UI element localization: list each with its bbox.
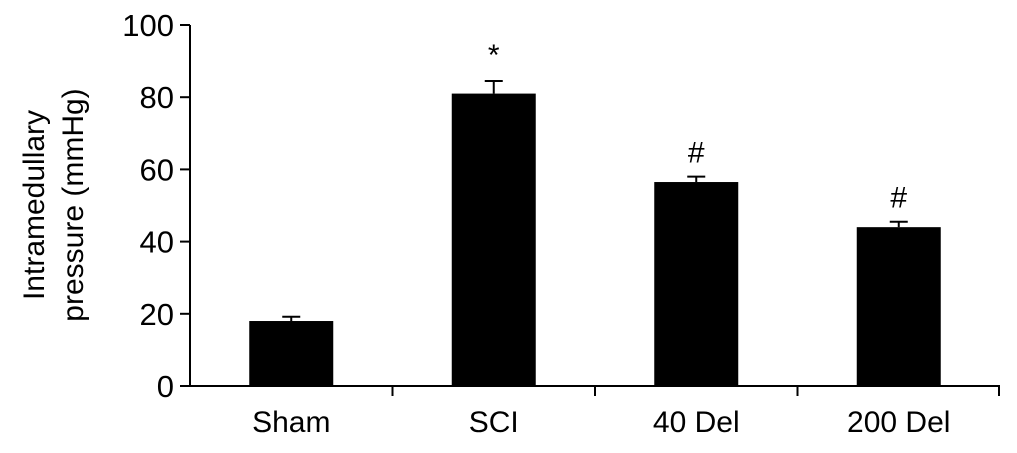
bar [654, 182, 739, 386]
y-tick-label: 0 [157, 369, 174, 404]
labels: 0 20 40 60 80 100 Sham * SCI #40 Del #200 Del [122, 8, 950, 439]
bars [249, 79, 941, 386]
y-tick-label: 40 [140, 225, 174, 260]
bar [856, 227, 941, 386]
y-axis-title-line-2: pressure (mmHg) [57, 88, 90, 321]
significance-marker: # [688, 137, 705, 170]
y-axis-title-line-1: Intramedullary [18, 110, 51, 300]
y-tick-label: 100 [122, 8, 174, 43]
x-tick-label: Sham [252, 406, 330, 439]
x-tick-label: 40 Del [653, 406, 740, 439]
x-tick-label: SCI [469, 406, 519, 439]
bar [249, 321, 334, 386]
y-axis-title: Intramedullary pressure (mmHg) [18, 88, 90, 321]
y-tick-label: 80 [140, 80, 174, 115]
x-tick-label: 200 Del [847, 406, 950, 439]
y-tick-label: 60 [140, 152, 174, 187]
significance-marker: * [488, 39, 500, 72]
significance-marker: # [890, 182, 907, 215]
y-tick-label: 20 [140, 297, 174, 332]
bar [451, 93, 536, 386]
